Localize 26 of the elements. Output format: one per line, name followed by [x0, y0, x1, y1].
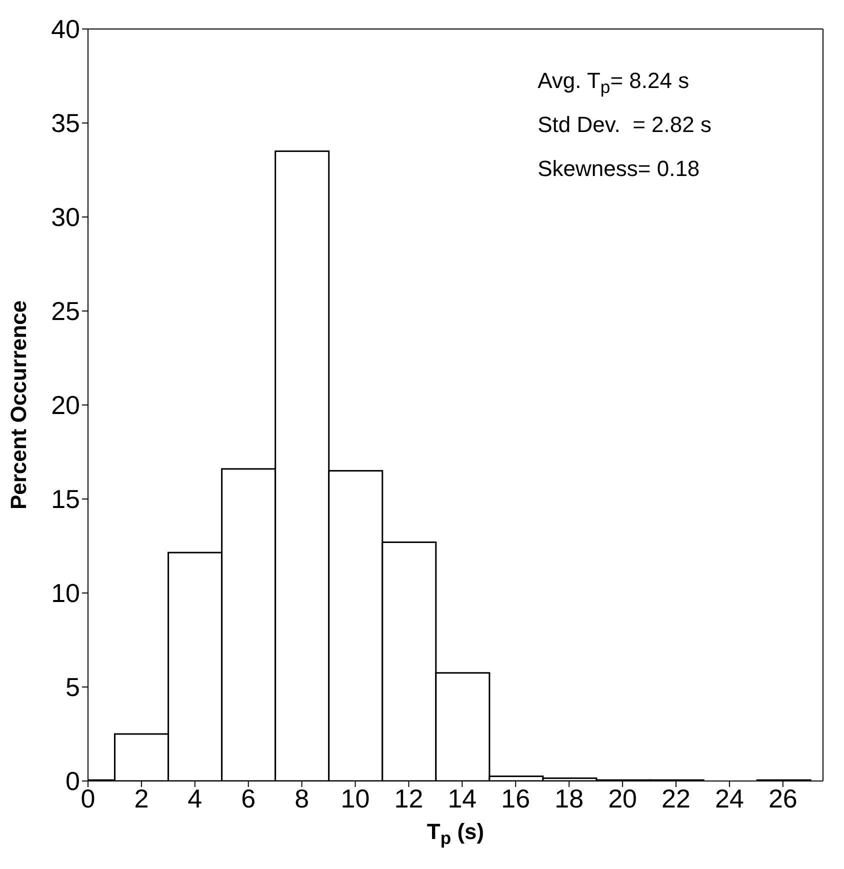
- annotation: Std Dev. = 2.82 s: [538, 112, 712, 137]
- x-tick-label: 8: [294, 783, 310, 814]
- y-tick-label: 25: [51, 296, 80, 326]
- x-tick-label: 24: [714, 783, 744, 814]
- y-tick-label: 10: [51, 578, 80, 608]
- x-tick-label: 6: [241, 783, 256, 814]
- x-tick-label: 16: [501, 783, 530, 814]
- annotation: Avg. T$_{p}$= 8.24 s: [538, 68, 690, 98]
- y-tick-label: 5: [66, 672, 80, 702]
- x-tick-label: 2: [134, 783, 149, 814]
- y-tick-label: 20: [51, 390, 80, 420]
- y-tick-label: 30: [51, 202, 80, 232]
- x-tick-label: 18: [554, 783, 584, 814]
- x-tick-label: 10: [340, 783, 370, 814]
- y-tick-label: 15: [51, 484, 80, 514]
- x-tick-label: 4: [188, 783, 202, 814]
- x-tick-label: 12: [394, 783, 424, 814]
- x-axis-title: T$_{p}$ (s): [426, 819, 484, 848]
- x-tick-label: 20: [608, 783, 638, 814]
- x-tick-label: 22: [662, 783, 690, 814]
- y-tick-label: 40: [51, 14, 80, 44]
- x-tick-label: 26: [768, 783, 798, 814]
- annotation: Skewness= 0.18: [538, 156, 700, 181]
- x-tick-label: 14: [448, 783, 477, 814]
- y-axis-title: Percent Occurrence: [6, 300, 31, 510]
- y-tick-label: 35: [51, 108, 80, 138]
